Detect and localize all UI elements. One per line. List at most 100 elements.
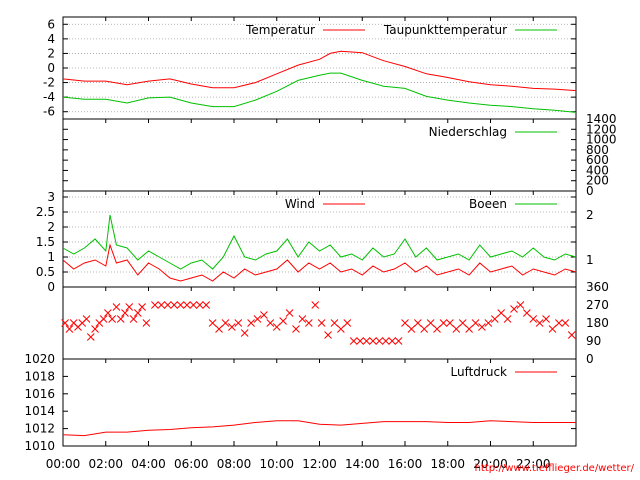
wind-direction-point [478,323,486,331]
wind-direction-point [471,319,480,327]
legend-label: Temperatur [245,23,315,37]
y2-tick-label: 360 [586,280,609,294]
wind-direction-point [142,319,151,327]
x-tick-label: 08:00 [217,457,252,471]
x-tick-label: 12:00 [302,457,337,471]
wind-direction-point [253,315,262,323]
y2-tick-label: 2 [586,208,594,222]
wind-direction-point [260,311,268,319]
wind-direction-point [330,319,339,327]
legend-label: Niederschlag [429,125,507,139]
series-line-boeen [62,214,577,270]
wind-direction-point [458,319,467,327]
wind-direction-point [240,329,249,337]
wind-direction-point [567,331,576,339]
wind-direction-point [202,301,211,309]
wind-direction-point [104,309,112,317]
wind-direction-point [108,315,117,323]
x-tick-label: 22:00 [516,457,551,471]
x-tick-label: 16:00 [388,457,423,471]
wind-direction-point [343,319,352,327]
wind-direction-point [516,301,525,309]
wind-direction-point [133,309,142,317]
wind-direction-point [388,337,397,345]
y-tick-label: 3 [47,190,55,204]
y2-tick-label: 1400 [586,112,617,126]
wind-direction-point [65,325,74,333]
wind-direction-point [157,301,166,309]
y2-tick-label: 1000 [586,133,617,147]
wind-direction-point [433,325,441,333]
wind-direction-point [439,319,448,327]
wind-direction-point [298,315,307,323]
y2-tick-label: 0 [586,352,594,366]
wind-direction-point [163,301,172,309]
y-tick-label: 0 [47,280,55,294]
wind-direction-point [522,309,531,317]
y2-tick-label: 400 [586,163,609,177]
wind-direction-point [349,337,358,345]
wind-direction-point [535,319,544,327]
y2-tick-label: 90 [586,334,601,348]
wind-direction-point [215,325,223,333]
wind-direction-point [99,315,108,323]
wind-direction-point [426,319,435,327]
wind-direction-point [542,315,550,323]
wind-direction-point [311,301,320,309]
x-tick-label: 00:00 [46,457,81,471]
y2-tick-label: 600 [586,153,609,167]
y-tick-label: 0.5 [36,265,55,279]
wind-direction-point [189,301,198,309]
legend-label: Luftdruck [450,365,507,379]
wind-direction-point [452,325,461,333]
y-tick-label: -2 [43,76,55,90]
wind-direction-point [561,319,570,327]
x-tick-label: 14:00 [345,457,380,471]
panel-4: 0 90 180 270 360 [61,280,609,366]
panel-frame [62,286,577,360]
y2-tick-label: 0 [586,184,594,198]
wind-direction-point [151,301,159,309]
wind-direction-point [138,303,146,311]
wind-direction-point [285,309,294,317]
y2-tick-label: 1 [586,253,594,267]
x-tick-label: 04:00 [131,457,166,471]
y-tick-label: 6 [47,17,55,31]
y-tick-label: 1014 [24,404,55,418]
wind-direction-point [176,301,185,309]
legend-label: Boeen [469,197,507,211]
wind-direction-point [381,337,390,345]
y-tick-label: 1 [47,250,55,264]
wind-direction-point [490,315,499,323]
wind-direction-point [484,319,493,327]
x-tick-label: 18:00 [430,457,465,471]
wind-direction-point [125,303,134,311]
y-tick-label: 2 [47,46,55,60]
y-tick-label: -6 [43,105,55,119]
wind-direction-point [555,319,563,327]
wind-direction-point [375,337,384,345]
credit-url[interactable]: http://www.tiefflieger.de/wetter/ [474,463,634,474]
wind-direction-point [183,301,191,309]
wind-direction-point [356,337,364,345]
y-tick-label: 1.5 [36,235,55,249]
wind-direction-point [86,333,95,341]
wind-direction-point [116,315,125,323]
y-tick-label: 1010 [24,439,55,453]
y2-tick-label: 200 [586,174,609,188]
wind-direction-point [413,319,422,327]
wind-direction-point [503,315,512,323]
y-tick-label: 4 [47,32,55,46]
y-tick-label: 1018 [24,369,55,383]
y-tick-label: 2.5 [36,205,55,219]
wind-direction-point [369,337,377,345]
wind-direction-point [234,319,243,327]
wind-direction-point [170,301,179,309]
x-tick-label: 06:00 [174,457,209,471]
wind-direction-point [121,309,129,317]
series-line-luftdruck [62,420,576,437]
wind-direction-point [272,323,281,331]
